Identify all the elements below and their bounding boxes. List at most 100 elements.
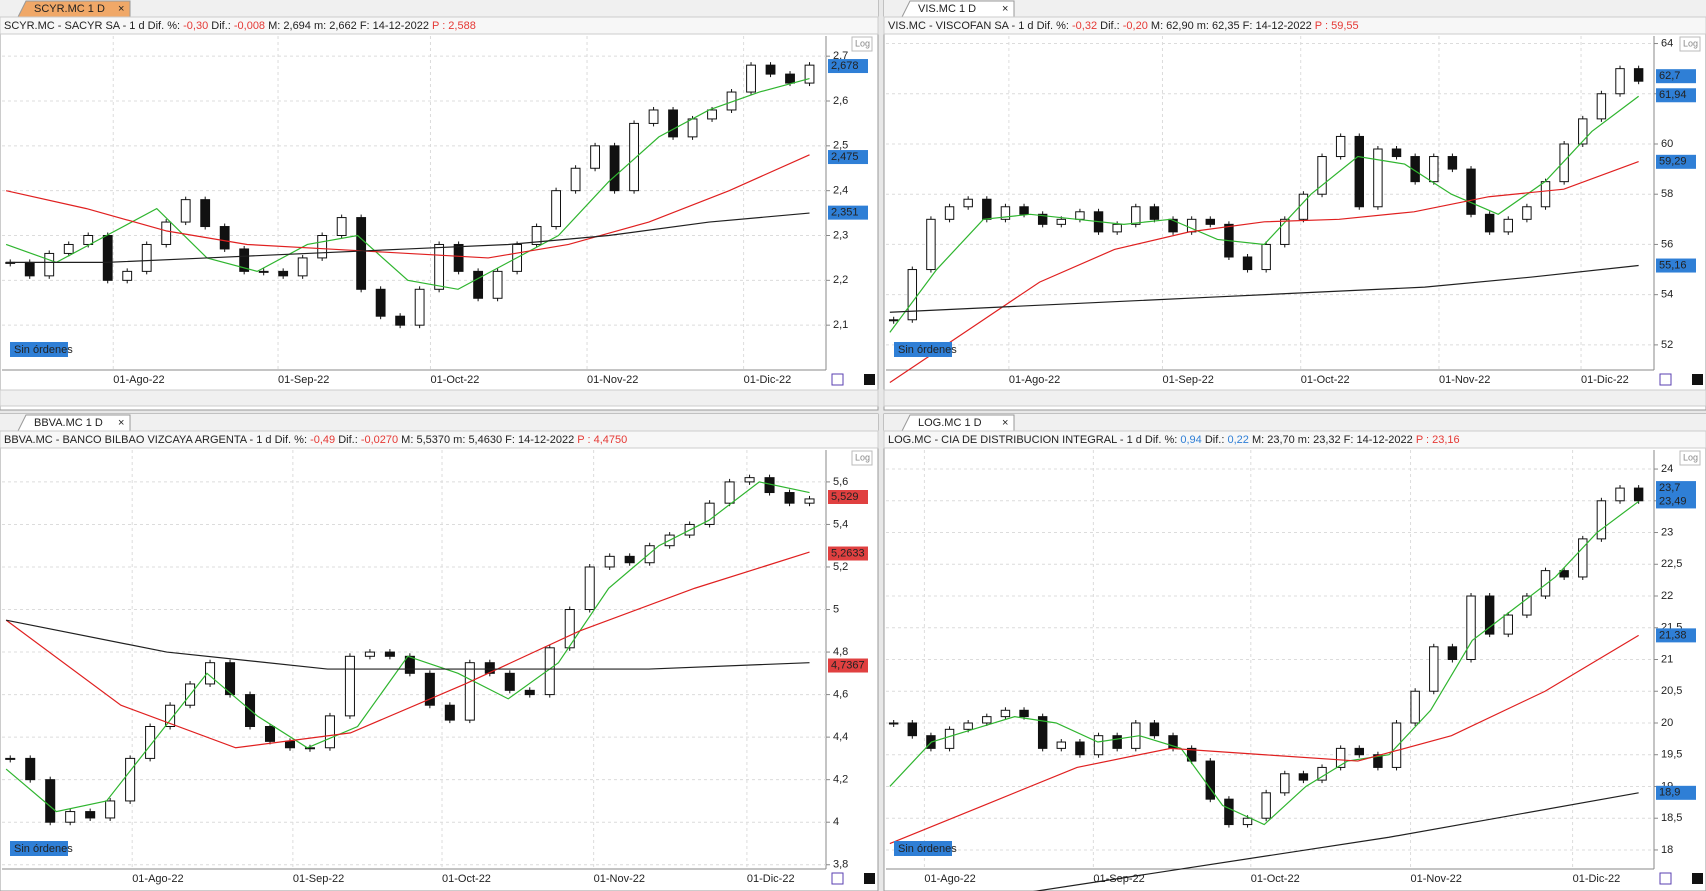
candle (5, 757, 16, 760)
candle (1578, 538, 1588, 578)
moving-average (6, 212, 810, 264)
tab-close[interactable]: × (1002, 417, 1008, 429)
y-tick-label: 20 (1661, 717, 1673, 729)
log-button[interactable] (1679, 450, 1701, 466)
candle (258, 270, 269, 273)
price-badge (1656, 69, 1696, 84)
header-part: VIS.MC - VISCOFAN SA - (888, 20, 1018, 32)
candle (1168, 218, 1178, 233)
candle (1522, 206, 1532, 220)
y-tick-label: 22 (1661, 590, 1673, 602)
candle (424, 672, 435, 706)
candle (590, 145, 600, 169)
tab-close[interactable]: × (118, 3, 124, 15)
tab-bar (0, 0, 878, 17)
log-label[interactable]: Log (855, 38, 870, 48)
header-part: 1 d (1018, 20, 1036, 32)
log-label[interactable]: Log (1683, 38, 1698, 48)
candle (25, 757, 36, 781)
tab-label[interactable]: LOG.MC 1 D (918, 417, 982, 429)
candle (1037, 716, 1048, 749)
log-button[interactable] (1679, 36, 1701, 52)
candle (524, 689, 535, 696)
tab-close[interactable]: × (118, 417, 124, 429)
tab-bar (884, 414, 1706, 431)
candle (1056, 218, 1067, 225)
tool-button[interactable] (1692, 374, 1703, 385)
tool-button[interactable] (831, 373, 844, 386)
status-label: Sin órdenes (14, 344, 73, 356)
candle (1093, 735, 1104, 756)
y-tick-label: 58 (1661, 188, 1673, 200)
log-button[interactable] (851, 450, 873, 466)
y-tick-label: 56 (1661, 238, 1673, 250)
candle (604, 555, 615, 568)
y-tick-label: 18 (1661, 844, 1673, 856)
candle (544, 647, 555, 696)
y-tick-label: 4,4 (833, 731, 848, 743)
tool-button[interactable] (831, 872, 844, 885)
header-part: -0,008 (234, 20, 265, 32)
moving-average (1032, 792, 1639, 891)
header-bar (883, 430, 1706, 449)
status-badge (894, 342, 952, 357)
tool-button[interactable] (1659, 872, 1672, 885)
log-label[interactable]: Log (855, 452, 870, 462)
x-tick-label: 01-Sep-22 (278, 374, 329, 386)
y-tick-label: 5,4 (833, 518, 848, 530)
header-part: Dif. %: (275, 434, 310, 446)
tool-button[interactable] (1659, 373, 1672, 386)
price-badge (1656, 785, 1696, 800)
header-part: Dif.: (1097, 20, 1123, 32)
header: VIS.MC - VISCOFAN SA - 1 d Dif. %: -0,32… (888, 20, 1359, 32)
y-tick-label: 23 (1661, 526, 1673, 538)
candle (336, 217, 347, 237)
log-button[interactable] (851, 36, 873, 52)
tab-label[interactable]: VIS.MC 1 D (918, 3, 976, 15)
scrollbar[interactable] (883, 389, 1706, 407)
candle (45, 779, 56, 823)
candle (24, 261, 35, 277)
candle (83, 235, 94, 245)
candle (744, 477, 755, 483)
tool-button[interactable] (864, 873, 875, 884)
log-label[interactable]: Log (1683, 452, 1698, 462)
y-tick-label: 4 (833, 816, 839, 828)
price-badge-label: 55,16 (1659, 259, 1687, 271)
candle (85, 811, 96, 819)
header: SCYR.MC - SACYR SA - 1 d Dif. %: -0,30 D… (4, 20, 476, 32)
x-tick-label: 01-Oct-22 (430, 374, 479, 386)
candle (1075, 741, 1085, 756)
candle (122, 270, 133, 281)
header-part: M: 5,5370 (398, 434, 450, 446)
candle (1298, 773, 1309, 781)
x-tick-label: 01-Dic-22 (747, 873, 795, 885)
tool-button[interactable] (1692, 873, 1703, 884)
candle (1391, 722, 1402, 768)
candle (364, 651, 375, 657)
price-badge-label: 21,38 (1659, 629, 1687, 641)
tab-close[interactable]: × (1002, 3, 1008, 15)
candle (1429, 646, 1439, 692)
header-part: -0,32 (1072, 20, 1097, 32)
x-tick-label: 01-Ago-22 (113, 374, 164, 386)
header-part: SCYR.MC - SACYR SA - (4, 20, 129, 32)
header-part: BBVA.MC - BANCO BILBAO VIZCAYA ARGENTA - (4, 434, 256, 446)
price-badge-label: 2,351 (831, 207, 859, 219)
header-part: Dif. %: (1037, 20, 1072, 32)
candle (1149, 206, 1160, 220)
candle (804, 64, 815, 84)
candle (1280, 773, 1290, 794)
price-badge (828, 490, 868, 505)
candle (225, 662, 236, 696)
candle (629, 122, 639, 192)
candle (1447, 646, 1458, 661)
tab-label[interactable]: SCYR.MC 1 D (34, 3, 105, 15)
candle (1261, 243, 1271, 271)
tool-button[interactable] (864, 374, 875, 385)
scrollbar[interactable] (0, 389, 879, 407)
candle (219, 226, 230, 250)
tab-label[interactable]: BBVA.MC 1 D (34, 417, 103, 429)
price-badge-label: 2,678 (831, 60, 859, 72)
candle (356, 217, 367, 290)
